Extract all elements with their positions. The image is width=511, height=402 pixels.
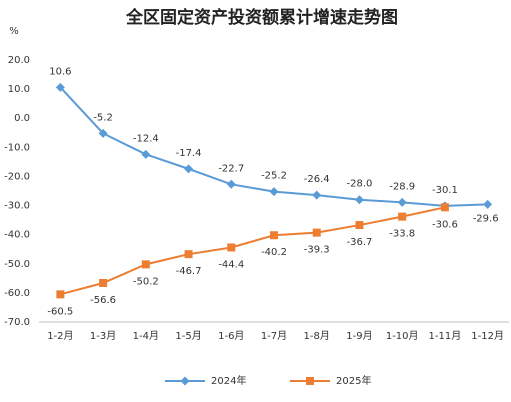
- y-tick-label: 10.0: [8, 84, 30, 95]
- value-label: -26.4: [304, 174, 330, 185]
- value-label: -60.5: [47, 306, 73, 317]
- value-label: -39.3: [304, 245, 330, 256]
- y-tick-label: -10.0: [4, 142, 30, 153]
- x-tick-label: 1-7月: [261, 330, 287, 342]
- point: [483, 199, 493, 209]
- legend-label: 2024年: [211, 374, 246, 387]
- y-tick-label: -40.0: [4, 230, 30, 241]
- value-label: -36.7: [347, 237, 373, 248]
- point: [398, 212, 407, 221]
- value-label: -30.6: [432, 219, 458, 230]
- point: [227, 243, 236, 252]
- value-label: -22.7: [218, 163, 244, 174]
- point: [269, 187, 279, 197]
- y-tick-label: -60.0: [4, 288, 30, 299]
- point: [270, 231, 278, 240]
- x-tick-label: 1-9月: [346, 330, 372, 342]
- y-tick-label: 0.0: [14, 113, 30, 124]
- y-axis-unit: %: [9, 26, 19, 37]
- value-label: -28.9: [389, 181, 415, 192]
- point: [312, 228, 321, 237]
- value-label: -33.8: [389, 229, 415, 240]
- y-tick-label: -20.0: [4, 171, 30, 182]
- x-tick-label: 1-6月: [218, 330, 244, 342]
- point: [99, 278, 108, 287]
- point: [226, 179, 236, 189]
- point: [141, 260, 150, 269]
- legend-label: 2025年: [336, 374, 371, 387]
- value-label: -25.2: [261, 171, 287, 182]
- point: [184, 250, 193, 259]
- y-tick-label: -30.0: [4, 201, 30, 212]
- x-tick-label: 1-2月: [47, 330, 73, 342]
- x-tick-label: 1-8月: [304, 330, 330, 342]
- value-label: -17.4: [176, 148, 202, 159]
- point: [180, 376, 190, 386]
- value-label: -30.1: [432, 185, 458, 196]
- value-label: -29.6: [473, 213, 499, 224]
- point: [141, 149, 151, 159]
- point: [440, 203, 449, 212]
- x-tick-label: 1-4月: [133, 330, 159, 342]
- x-tick-label: 1-12月: [471, 330, 504, 342]
- value-label: -28.0: [347, 179, 373, 190]
- x-tick-label: 1-5月: [175, 330, 201, 342]
- value-label: -50.2: [133, 276, 159, 287]
- value-label: -44.4: [218, 259, 244, 270]
- value-label: -40.2: [261, 247, 287, 258]
- point: [354, 195, 364, 205]
- point: [306, 377, 314, 385]
- point: [184, 164, 194, 174]
- chart-title: 全区固定资产投资额累计增速走势图: [125, 7, 398, 28]
- x-tick-label: 1-3月: [90, 330, 116, 342]
- x-tick-label: 1-11月: [429, 330, 462, 342]
- value-label: -56.6: [90, 295, 116, 306]
- y-tick-label: -70.0: [4, 317, 30, 328]
- value-label: -12.4: [133, 133, 159, 144]
- series-line: [60, 206, 446, 296]
- point: [355, 221, 364, 230]
- x-tick-label: 1-10月: [386, 330, 419, 342]
- y-tick-label: 20.0: [8, 55, 30, 66]
- point: [397, 197, 407, 207]
- value-label: -46.7: [176, 266, 202, 277]
- value-label: 10.6: [49, 66, 71, 77]
- point: [98, 128, 108, 138]
- point: [312, 190, 322, 200]
- point: [55, 82, 65, 92]
- y-tick-label: -50.0: [4, 259, 30, 270]
- value-label: -5.2: [93, 112, 113, 123]
- point: [56, 290, 65, 299]
